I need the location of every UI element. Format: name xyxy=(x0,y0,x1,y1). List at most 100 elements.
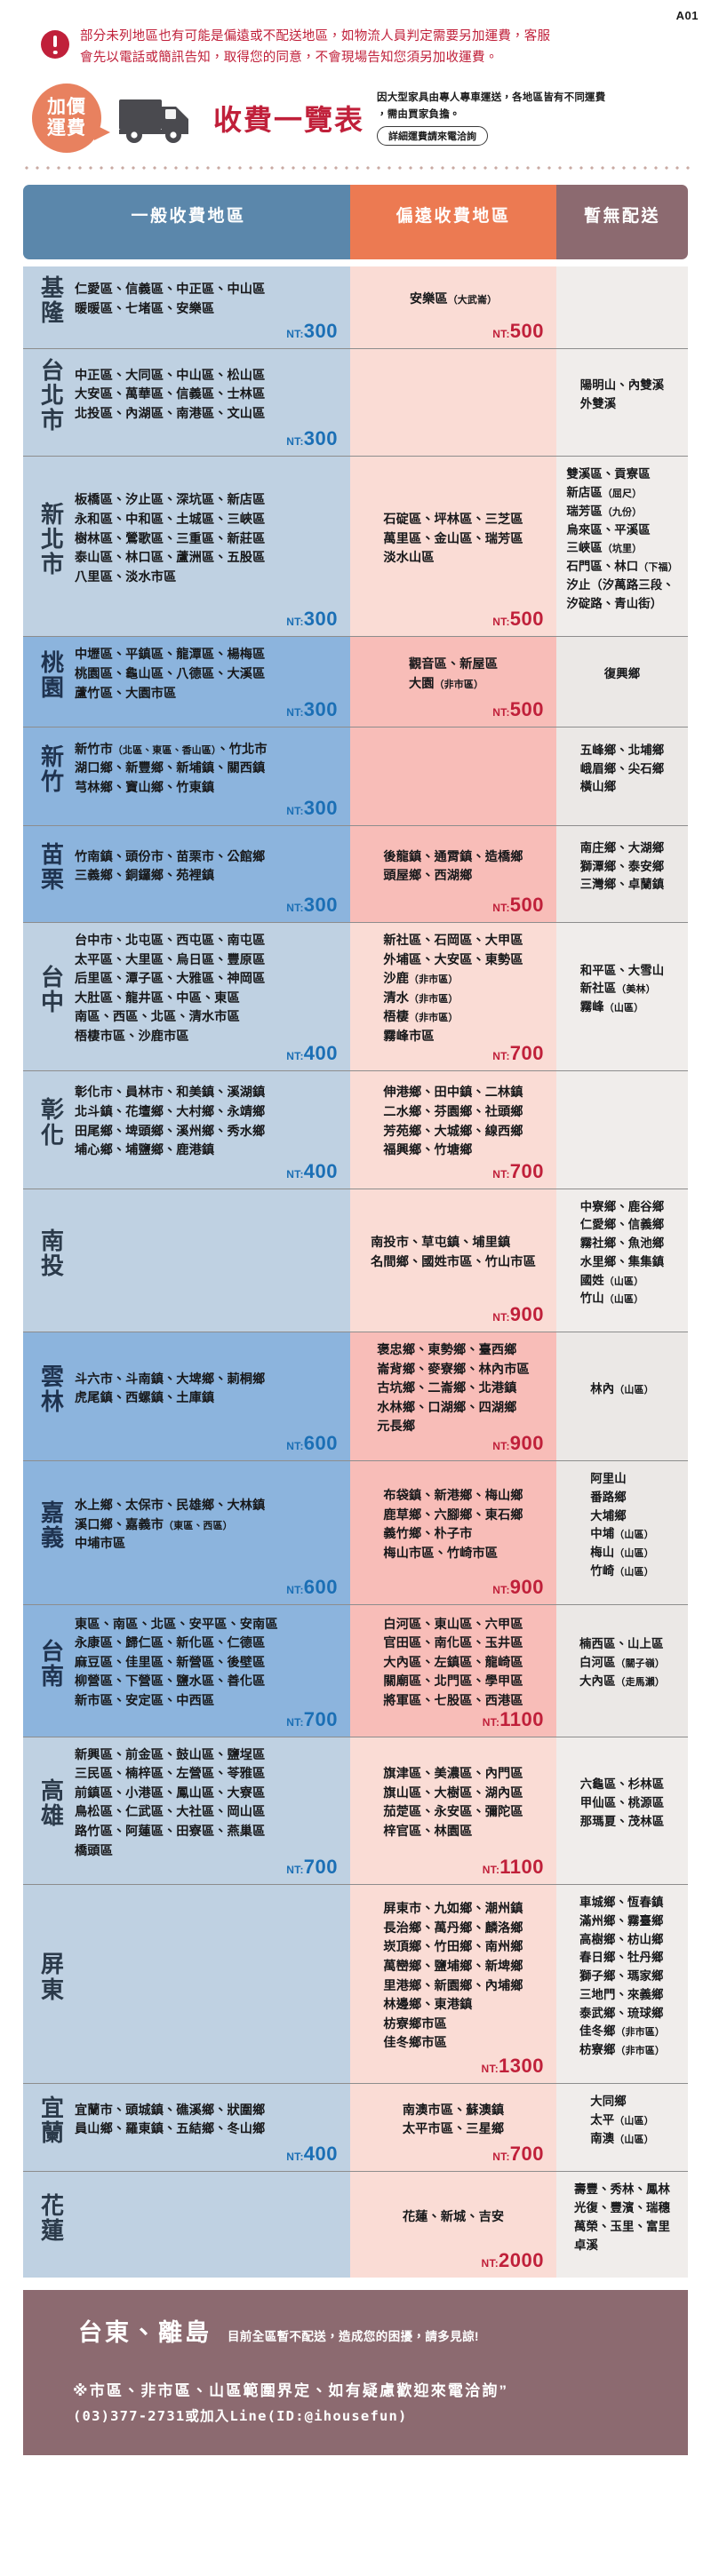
currency-prefix: NT: xyxy=(492,1167,510,1181)
side-note-line-1: 因大型家具由專人專車運送，各地區皆有不同運費 xyxy=(377,92,606,104)
cell-no-delivery xyxy=(556,266,688,348)
area-line: 大內區（走馬瀨） xyxy=(579,1674,665,1689)
area-line: 獅潭鄉、泰安鄉 xyxy=(579,859,665,873)
cell-remote-area xyxy=(350,727,556,826)
cell-no-delivery: 壽豐、秀林、鳳林 光復、豐濱、瑞穗 萬榮、玉里、富里 卓溪 xyxy=(556,2172,688,2278)
normal-area-list: 板橋區、汐止區、深坑區、新店區 永和區、中和區、土城區、三峽區 樹林區、鶯歌區、三重… xyxy=(75,491,340,587)
area-line: 元長鄉 xyxy=(377,1419,416,1435)
currency-prefix: NT: xyxy=(286,1583,304,1596)
province-label: 高雄 xyxy=(40,1777,64,1830)
price-amount: 1300 xyxy=(499,2055,544,2077)
area-line: 光復、豐濱、瑞穗 xyxy=(574,2201,670,2215)
currency-prefix: NT: xyxy=(492,902,510,915)
cell-remote-area: 花蓮、新城、吉安 NT:2000 xyxy=(350,2172,556,2278)
area-line: 板橋區、汐止區、深坑區、新店區 xyxy=(75,493,266,508)
footer-notice: 台東、離島 目前全區暫不配送，造成您的困擾，請多見諒! ※市區、非市區、山區範圍… xyxy=(23,2290,688,2456)
area-line: 虎尾鎮、西螺鎮、土庫鎮 xyxy=(75,1391,215,1406)
area-line: 新竹市（北區、東區、香山區）、竹北市 xyxy=(75,742,268,757)
cell-normal-area: 雲林 斗六市、斗南鎮、大埤鄉、莿桐鄉 虎尾鎮、西螺鎮、土庫鎮 NT:600 xyxy=(23,1332,350,1461)
remote-area-price: NT:700 xyxy=(492,1160,544,1183)
area-line: 太平市區、三星鄉 xyxy=(402,2122,505,2137)
area-line: 梅山（山區） xyxy=(590,1546,654,1560)
area-line: 萬榮、玉里、富里 xyxy=(574,2219,670,2233)
area-line: 崙背鄉、麥寮鄉、林內市區 xyxy=(377,1362,530,1377)
price-amount: 600 xyxy=(303,1432,338,1455)
no-delivery-list: 六龜區、杉林區 甲仙區、桃源區 那瑪夏、茂林區 xyxy=(580,1776,664,1831)
area-line: 楠西區、山上區 xyxy=(579,1637,664,1651)
area-line: 觀音區、新屋區 xyxy=(408,657,498,672)
price-amount: 500 xyxy=(509,320,544,342)
area-line: 汐止（汐萬路三段、 xyxy=(566,577,675,592)
cell-no-delivery: 六龜區、杉林區 甲仙區、桃源區 那瑪夏、茂林區 xyxy=(556,1737,688,1885)
area-line: 南區、西區、北區、清水市區 xyxy=(75,1010,240,1025)
remote-area-list: 屏東市、九如鄉、潮州鎮 長治鄉、萬丹鄉、麟洛鄉 崁頂鄉、竹田鄉、南州鄉 萬巒鄉、鹽埔鄉… xyxy=(383,1900,523,2054)
remote-area-list: 旗津區、美濃區、內門區 旗山區、大樹區、湖內區 茄萣區、永安區、彌陀區 梓官區、林園區 xyxy=(383,1765,523,1841)
area-line: 桃園區、龜山區、八德區、大溪區 xyxy=(75,666,266,681)
area-line: 那瑪夏、茂林區 xyxy=(579,1814,665,1828)
area-line: 埔心鄉、埔鹽鄉、鹿港鎮 xyxy=(75,1143,215,1158)
dotted-divider xyxy=(21,163,690,172)
remote-area-price: NT:1300 xyxy=(481,2055,544,2078)
area-line: 頭屋鄉、西湖鄉 xyxy=(383,869,473,884)
area-line: 蘆竹區、大園市區 xyxy=(75,686,177,701)
province-label: 台南 xyxy=(40,1637,64,1690)
remote-area-price: NT:500 xyxy=(492,698,544,721)
currency-prefix: NT: xyxy=(492,2151,510,2164)
area-line: 烏來區、平溪區 xyxy=(566,522,651,537)
remote-area-price: NT:500 xyxy=(492,320,544,343)
area-line: 南投市、草屯鎮、埔里鎮 xyxy=(371,1236,511,1251)
price-amount: 1100 xyxy=(499,1856,544,1879)
cell-normal-area: 屏東 xyxy=(23,1885,350,2083)
cell-normal-area: 基隆 仁愛區、信義區、中正區、中山區 暖暖區、七堵區、安樂區 NT:300 xyxy=(23,266,350,348)
footer-top: 台東、離島 目前全區暫不配送，造成您的困擾，請多見諒! xyxy=(43,2313,668,2348)
province-label: 南投 xyxy=(40,1227,64,1279)
cell-normal-area: 新竹 新竹市（北區、東區、香山區）、竹北市 湖口鄉、新豐鄉、新埔鎮、關西鎮 芎林鄉、寶… xyxy=(23,727,350,826)
area-line: 花蓮、新城、吉安 xyxy=(402,2210,505,2225)
cell-no-delivery: 車城鄉、恆春鎮 滿州鄉、霧臺鄉 高樹鄉、枋山鄉 春日鄉、牡丹鄉 獅子鄉、瑪家鄉 三地門、來… xyxy=(556,1885,688,2083)
area-line: 里港鄉、新園鄉、內埔鄉 xyxy=(383,1978,523,1993)
area-line: 關廟區、北門區、學甲區 xyxy=(383,1674,523,1690)
area-line: 霧峰（山區） xyxy=(579,1000,644,1014)
area-line: 樹林區、鶯歌區、三重區、新莊區 xyxy=(75,531,266,546)
area-line: 柳營區、下營區、鹽水區、善化區 xyxy=(75,1674,266,1690)
area-line: 甲仙區、桃源區 xyxy=(579,1795,665,1809)
table-row: 苗栗 竹南鎮、頭份市、苗栗市、公館鄉 三義鄉、銅鑼鄉、苑裡鎮 NT:300 後龍鎮、通霄… xyxy=(23,826,688,924)
currency-prefix: NT: xyxy=(492,1311,510,1324)
remote-area-list: 石碇區、坪林區、三芝區 萬里區、金山區、瑞芳區 淡水山區 xyxy=(383,511,523,568)
currency-prefix: NT: xyxy=(482,1864,500,1877)
no-delivery-list: 車城鄉、恆春鎮 滿州鄉、霧臺鄉 高樹鄉、枋山鄉 春日鄉、牡丹鄉 獅子鄉、瑪家鄉 三地門、來… xyxy=(579,1894,665,2060)
table-row: 高雄 新興區、前金區、鼓山區、鹽埕區 三民區、楠梓區、左營區、苓雅區 前鎮區、小港區、… xyxy=(23,1737,688,1886)
cell-remote-area: 布袋鎮、新港鄉、梅山鄉 鹿草鄉、六腳鄉、東石鄉 義竹鄉、朴子市 梅山市區、竹崎市區 NT… xyxy=(350,1461,556,1604)
cell-normal-area: 台中 台中市、北屯區、西屯區、南屯區 太平區、大里區、烏日區、豐原區 后里區、潭子區、… xyxy=(23,923,350,1070)
no-delivery-list: 雙溪區、貢寮區 新店區（屈尺） 瑞芳區（九份） 烏來區、平溪區 三峽區（坑里） 石門區、林… xyxy=(566,465,677,613)
cell-remote-area: 安樂區（大武崙） NT:500 xyxy=(350,266,556,348)
price-amount: 400 xyxy=(303,1041,338,1064)
area-line: 中寮鄉、鹿谷鄉 xyxy=(579,1199,665,1213)
area-line: 義竹鄉、朴子市 xyxy=(383,1527,473,1542)
normal-area-price: NT:400 xyxy=(286,1042,338,1065)
area-line: 竹南鎮、頭份市、苗栗市、公館鄉 xyxy=(75,849,266,864)
no-delivery-list: 中寮鄉、鹿谷鄉 仁愛鄉、信義鄉 霧社鄉、魚池鄉 水里鄉、集集鎮 國姓（山區） 竹山（山區） xyxy=(580,1198,664,1309)
contact-detail-button[interactable]: 詳細運費請來電洽詢 xyxy=(377,126,489,147)
province-label: 基隆 xyxy=(40,274,64,326)
currency-prefix: NT: xyxy=(286,1440,304,1453)
area-line: 員山鄉、羅東鎮、五結鄉、冬山鄉 xyxy=(75,2122,266,2137)
area-line: 瑞芳區（九份） xyxy=(566,504,643,518)
price-amount: 300 xyxy=(303,698,338,721)
remote-area-price: NT:1100 xyxy=(483,1708,544,1731)
cell-normal-area: 苗栗 竹南鎮、頭份市、苗栗市、公館鄉 三義鄉、銅鑼鄉、苑裡鎮 NT:300 xyxy=(23,826,350,923)
area-line: 佳冬鄉（非市區） xyxy=(579,2024,665,2039)
table-row: 彰化 彰化市、員林市、和美鎮、溪湖鎮 北斗鎮、花壇鄉、大村鄉、永靖鄉 田尾鄉、埤頭鄉、… xyxy=(23,1070,688,1189)
area-line: 和平區、大雪山 xyxy=(579,963,665,977)
no-delivery-list: 和平區、大雪山 新社區（美林） 霧峰（山區） xyxy=(580,962,664,1017)
cell-no-delivery: 陽明山、內雙溪 外雙溪 xyxy=(556,349,688,457)
cell-normal-area: 宜蘭 宜蘭市、頭城鎮、礁溪鄉、狀圍鄉 員山鄉、羅東鎮、五結鄉、冬山鄉 NT:400 xyxy=(23,2084,350,2172)
area-line: 福興鄉、竹塘鄉 xyxy=(383,1143,473,1158)
price-amount: 700 xyxy=(509,2143,544,2166)
normal-area-list: 水上鄉、太保市、民雄鄉、大林鎮 溪口鄉、嘉義市（東區、西區） 中埔市區 xyxy=(75,1497,340,1554)
normal-area-list: 新興區、前金區、鼓山區、鹽埕區 三民區、楠梓區、左營區、苓雅區 前鎮區、小港區、鳳山… xyxy=(75,1746,340,1861)
no-delivery-list: 五峰鄉、北埔鄉 峨眉鄉、尖石鄉 橫山鄉 xyxy=(580,742,664,797)
currency-prefix: NT: xyxy=(286,1715,304,1729)
remote-area-price: NT:700 xyxy=(492,1042,544,1065)
area-line: 宜蘭市、頭城鎮、礁溪鄉、狀圍鄉 xyxy=(75,2103,266,2118)
